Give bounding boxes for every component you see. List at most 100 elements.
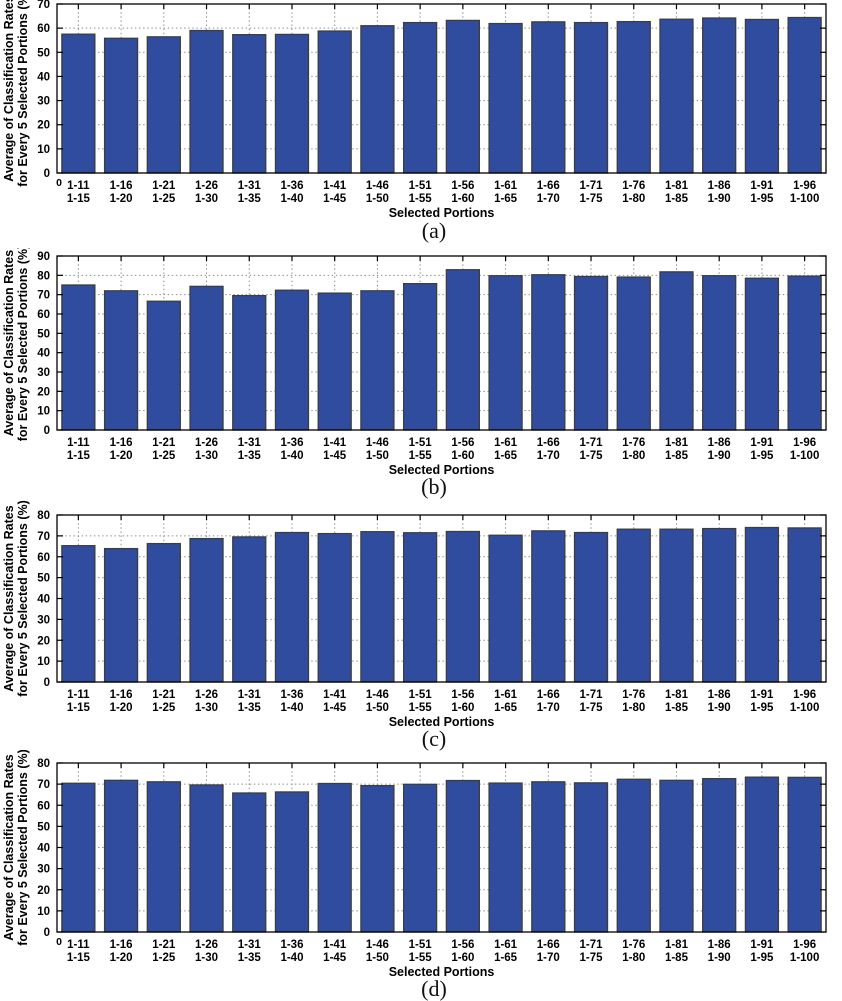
x-tick-label-bottom: 1-50 xyxy=(366,702,389,714)
bar xyxy=(402,783,438,933)
bar xyxy=(659,779,694,933)
x-tick-label-top: 1-86 xyxy=(708,939,731,951)
x-tick-label-bottom: 1-70 xyxy=(537,193,560,205)
bar xyxy=(61,33,96,174)
x-tick-label-bottom: 1-20 xyxy=(110,193,133,205)
y-tick-label: 30 xyxy=(37,367,50,379)
y-tick-label: 70 xyxy=(37,0,50,11)
x-tick-label-top: 1-46 xyxy=(366,689,389,701)
bar xyxy=(787,16,822,174)
y-tick-label: 10 xyxy=(37,144,50,156)
x-tick-label-bottom: 1-25 xyxy=(152,450,176,462)
bar xyxy=(744,18,780,174)
x-tick-label-top: 1-26 xyxy=(195,180,218,192)
bar xyxy=(659,271,694,431)
bar xyxy=(360,25,395,174)
y-tick-label: 50 xyxy=(37,47,50,59)
bar xyxy=(232,294,267,431)
x-tick-label-top: 1-76 xyxy=(622,689,645,701)
bar xyxy=(274,791,310,933)
x-tick-label-bottom: 1-90 xyxy=(708,952,731,964)
x-tick-label-top: 1-11 xyxy=(67,180,90,192)
bar xyxy=(573,782,609,933)
chart-c-plot: 010203040506070801-111-151-161-201-211-2… xyxy=(2,500,827,727)
bar xyxy=(402,282,438,431)
bar xyxy=(232,792,267,933)
y-axis-title-line2: for Every 5 Selected Portions (%) xyxy=(16,750,30,946)
chart-b: 0 10 20 30 40 50 60 70 80 90 1-11 1-15 1-16 1-20 1-21 1… xyxy=(0,248,842,500)
y-tick-label: 0 xyxy=(44,927,50,939)
plot-border xyxy=(56,3,827,174)
y-tick-label: 40 xyxy=(37,843,50,855)
y-tick-label: 20 xyxy=(37,885,50,897)
x-tick-label-top: 1-86 xyxy=(708,689,731,701)
x-tick-label-top: 1-26 xyxy=(195,689,218,701)
x-tick-label-bottom: 1-35 xyxy=(238,450,262,462)
plot-border xyxy=(56,255,827,431)
bar xyxy=(531,21,566,174)
x-tick-label-bottom: 1-100 xyxy=(790,450,819,462)
x-tick-label-bottom: 1-60 xyxy=(451,450,474,462)
x-tick-label-bottom: 1-80 xyxy=(622,952,645,964)
x-tick-label-top: 1-81 xyxy=(665,939,689,951)
x-tick-label-top: 1-11 xyxy=(67,939,90,951)
x-tick-label-top: 1-26 xyxy=(195,437,218,449)
y-tick-label: 10 xyxy=(37,406,50,418)
x-tick-label-top: 1-16 xyxy=(110,939,133,951)
x-tick-label-bottom: 1-45 xyxy=(323,193,347,205)
x-tick-label-bottom: 1-30 xyxy=(195,952,218,964)
y-tick-label: 10 xyxy=(37,906,50,918)
y-tick-label: 40 xyxy=(37,71,50,83)
x-tick-label-top: 1-66 xyxy=(537,689,560,701)
x-tick-label-bottom: 1-25 xyxy=(152,193,176,205)
x-axis-title: Selected Portions xyxy=(389,463,495,475)
y-tick-label: 30 xyxy=(37,96,50,108)
chart-c: 0 10 20 30 40 50 60 70 80 1-11 1-15 1-16 1-20 1-21 1-2… xyxy=(0,500,842,750)
y-tick-label: 0 xyxy=(44,677,50,689)
chart-c-caption: (c) xyxy=(421,726,447,751)
chart-d: 0 10 20 30 40 50 60 70 80 0 1-11 1-15 1-16 1-20 1-21 1-… xyxy=(0,750,842,1000)
x-tick-label-top: 1-61 xyxy=(494,180,518,192)
x-tick-label-bottom: 1-90 xyxy=(708,193,731,205)
x-tick-label-bottom: 1-75 xyxy=(580,952,604,964)
x-tick-label-bottom: 1-95 xyxy=(750,193,774,205)
bar xyxy=(659,528,694,683)
x-tick-label-bottom: 1-65 xyxy=(494,952,518,964)
x-tick-label-bottom: 1-40 xyxy=(280,193,303,205)
x-tick-label-bottom: 1-85 xyxy=(665,450,689,462)
y-axis-title-line1: Average of Classification Rates xyxy=(2,754,16,940)
y-tick-label: 50 xyxy=(37,328,50,340)
bar xyxy=(146,542,181,683)
bar xyxy=(232,34,267,174)
x-tick-label-bottom: 1-75 xyxy=(580,193,604,205)
x-tick-label-top: 1-41 xyxy=(323,939,347,951)
bar xyxy=(274,531,310,683)
bar xyxy=(61,545,96,683)
x-tick-label-bottom: 1-55 xyxy=(409,193,433,205)
x-axis-title: Selected Portions xyxy=(389,965,495,977)
x-tick-label-bottom: 1-50 xyxy=(366,450,389,462)
x-tick-label-top: 1-56 xyxy=(451,689,474,701)
y-tick-label: 10 xyxy=(37,656,50,668)
bar xyxy=(189,29,224,174)
x-tick-label-top: 1-86 xyxy=(708,437,731,449)
y-axis-title-line2: for Every 5 Selected Portions (%) xyxy=(16,248,30,441)
bar xyxy=(702,17,737,174)
y-tick-label: 90 xyxy=(37,251,50,263)
x-tick-label-bottom: 1-80 xyxy=(622,193,645,205)
chart-a-plot: 0 10 20 30 40 50 60 70 0 1-111-15 1-161-20 1-211-25… xyxy=(2,0,827,219)
bar xyxy=(146,300,181,431)
x-tick-label-top: 1-71 xyxy=(580,437,604,449)
bar xyxy=(616,20,651,174)
x-tick-label-top: 1-36 xyxy=(280,437,303,449)
x-tick-label-top: 1-91 xyxy=(750,939,774,951)
x-tick-label-top: 1-36 xyxy=(280,180,303,192)
x-tick-label-top: 1-46 xyxy=(366,180,389,192)
x-tick-label-bottom: 1-80 xyxy=(622,450,645,462)
bar xyxy=(274,33,310,174)
y-axis-title-line1: Average of Classification Rates xyxy=(2,0,16,182)
x-tick-label-top: 1-61 xyxy=(494,939,518,951)
x-tick-label-bottom: 1-40 xyxy=(280,702,303,714)
x-tick-label-top: 1-56 xyxy=(451,939,474,951)
